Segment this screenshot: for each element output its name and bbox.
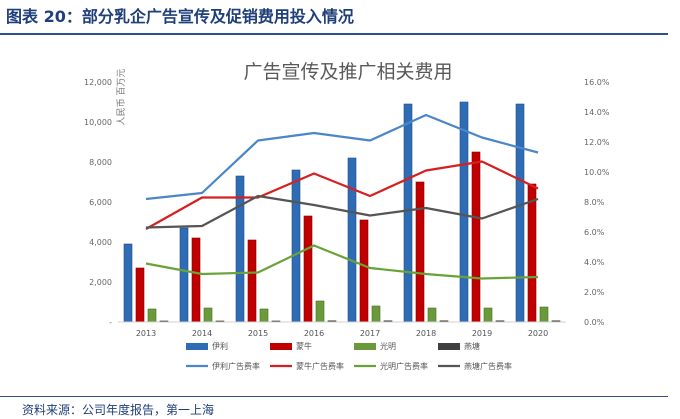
bar [427,307,437,323]
source-rule [0,396,668,397]
legend-label: 蒙牛 [296,341,312,351]
y-tick-label: 2,000 [89,278,112,287]
legend-swatch [270,343,292,350]
x-tick-label: 2015 [248,329,268,338]
y2-tick-label: 4.0% [584,258,605,267]
bar [179,227,189,323]
series-line [145,113,539,201]
y2-tick-label: 8.0% [584,198,605,207]
y-tick-label: 4,000 [89,238,112,247]
bar [135,267,145,323]
y2-axis-ticks: 0.0% 2.0% 4.0% 6.0% 8.0% 10.0% 12.0% 14.0% 16.0% [584,78,610,327]
legend-label: 光明 [380,341,396,351]
y2-tick-label: 2.0% [584,288,605,297]
y-axis-ticks: - 2,000 4,000 6,000 8,000 10,000 12,000 [84,78,112,327]
x-tick-label: 2013 [136,329,156,338]
lines [145,113,539,280]
bar [403,103,413,323]
x-axis-ticks: 2013 2014 2015 2016 2017 2018 2019 2020 [136,329,548,338]
legend-swatch [354,343,376,350]
x-tick-label: 2016 [304,329,324,338]
legend-swatch [186,343,208,350]
bar [123,243,133,323]
x-tick-label: 2014 [192,329,212,338]
bar [459,101,469,323]
chart-svg: 广告宣传及推广相关费用 人民币 百万元 - 2,000 4,000 6,000 8,00… [84,61,610,371]
bar [315,300,325,323]
bar [191,237,201,323]
chart-title: 广告宣传及推广相关费用 [243,61,452,83]
bar [247,239,257,323]
title-rule [0,33,668,35]
bar [415,181,425,323]
legend-label: 燕塘广告费率 [464,361,512,371]
bar [259,308,269,323]
y-axis-label: 人民币 百万元 [116,69,127,126]
y-tick-label: 12,000 [84,78,112,87]
y2-tick-label: 6.0% [584,228,605,237]
x-tick-label: 2020 [528,329,548,338]
legend-label: 蒙牛广告费率 [296,361,344,371]
bar [471,151,481,323]
bar [203,307,213,323]
x-tick-label: 2019 [472,329,492,338]
y2-tick-label: 10.0% [584,168,610,177]
legend-label: 伊利 [212,341,228,351]
y-tick-label: 6,000 [89,198,112,207]
bar [147,308,157,323]
y2-tick-label: 12.0% [584,138,610,147]
y2-tick-label: 0.0% [584,318,605,327]
x-tick-label: 2017 [360,329,380,338]
bar [347,157,357,323]
source-note: 资料来源：公司年度报告，第一上海 [22,403,215,417]
bar [515,103,525,323]
series-line [145,244,539,280]
bar [527,183,537,323]
bar [539,306,549,323]
legend-label: 伊利广告费率 [212,361,260,371]
y-tick-label: 10,000 [84,118,112,127]
legend-label: 燕塘 [464,341,480,351]
figure-title: 图表 20：部分乳企广告宣传及促销费用投入情况 [6,7,354,26]
y2-tick-label: 16.0% [584,78,610,87]
series-line [145,160,539,230]
bars [123,101,561,323]
bar [303,215,313,323]
y-tick-label: 8,000 [89,158,112,167]
series-line [145,194,539,229]
y-tick-label: - [109,318,112,327]
x-tick-label: 2018 [416,329,436,338]
bar [291,169,301,323]
bar [371,305,381,323]
legend-swatch [438,343,460,350]
chart-area: 广告宣传及推广相关费用 人民币 百万元 - 2,000 4,000 6,000 8,00… [78,42,618,392]
y2-tick-label: 14.0% [584,108,610,117]
legend-label: 光明广告费率 [380,361,428,371]
bar [483,307,493,323]
bar [359,219,369,323]
